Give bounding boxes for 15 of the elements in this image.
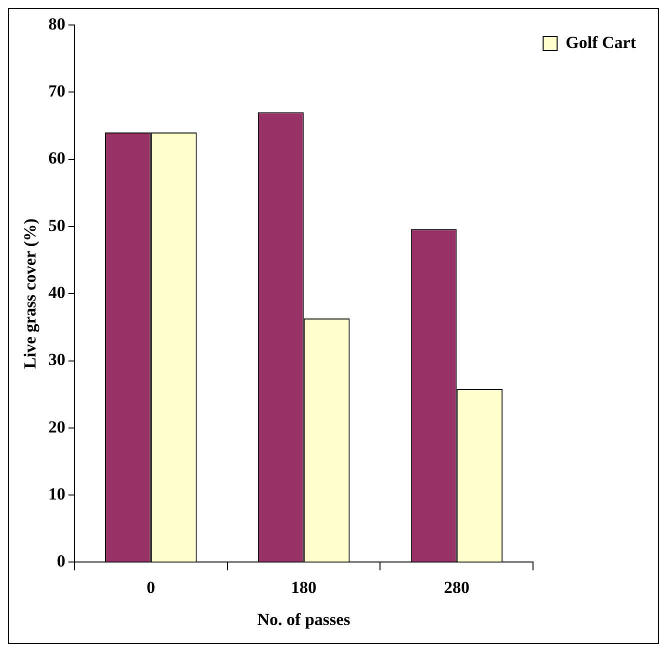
y-tick-label: 50 — [48, 216, 66, 235]
x-axis-title: No. of passes — [257, 610, 351, 630]
y-tick-label: 70 — [48, 82, 66, 101]
y-tick-label: 10 — [48, 484, 66, 504]
legend-label: Golf Cart — [566, 32, 636, 52]
y-tick-label: 80 — [48, 14, 66, 34]
y-tick-label: 20 — [48, 417, 66, 436]
x-tick-label: 280 — [444, 578, 470, 597]
y-axis-title: Live grass cover (%) — [20, 218, 40, 369]
y-tick-label: 40 — [48, 282, 66, 302]
y-tick-label: 60 — [48, 148, 66, 168]
y-tick-label: 30 — [48, 350, 66, 370]
y-tick-label: 0 — [56, 552, 66, 571]
x-tick-label: 0 — [146, 578, 156, 597]
x-tick-label: 180 — [291, 578, 317, 597]
